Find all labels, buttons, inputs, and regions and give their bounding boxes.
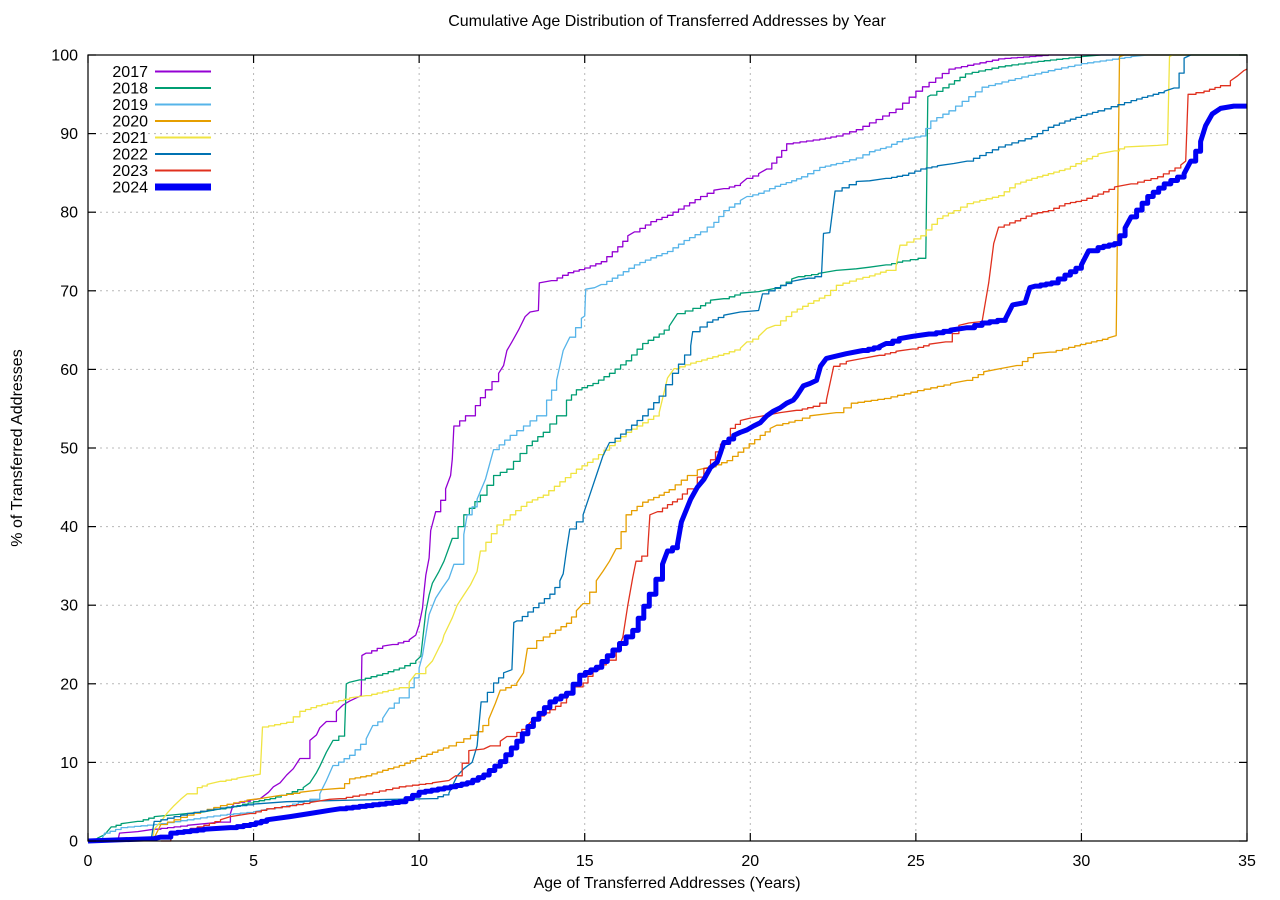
chart-title: Cumulative Age Distribution of Transferr… <box>448 13 886 30</box>
legend-label-2019: 2019 <box>112 97 148 114</box>
series-line-2019 <box>100 54 1247 842</box>
grid-layer <box>88 55 1247 841</box>
y-tick-label: 40 <box>60 519 78 536</box>
x-axis-label: Age of Transferred Addresses (Years) <box>533 875 800 892</box>
series-line-2023 <box>160 68 1248 842</box>
x-tick-label: 30 <box>1073 853 1091 870</box>
y-axis-label: % of Transferred Addresses <box>9 349 26 546</box>
series-line-2021 <box>151 54 1247 842</box>
y-tick-label: 70 <box>60 283 78 300</box>
x-tick-label: 0 <box>84 853 93 870</box>
y-tick-label: 60 <box>60 362 78 379</box>
x-tick-label: 20 <box>741 853 759 870</box>
y-tick-label: 100 <box>51 48 78 65</box>
series-line-2018 <box>94 54 1247 842</box>
legend-label-2017: 2017 <box>112 64 148 81</box>
series-line-2017 <box>117 54 1247 842</box>
legend-label-2018: 2018 <box>112 81 148 98</box>
legend-label-2020: 2020 <box>112 114 148 131</box>
legend-label-2023: 2023 <box>112 163 148 180</box>
y-tick-label: 30 <box>60 598 78 615</box>
legend-label-2021: 2021 <box>112 130 148 147</box>
y-tick-label: 10 <box>60 755 78 772</box>
y-tick-label: 0 <box>69 834 78 851</box>
series-line-2020 <box>152 54 1247 842</box>
x-tick-label: 35 <box>1238 853 1256 870</box>
x-tick-label: 10 <box>410 853 428 870</box>
series-line-2024 <box>87 103 1247 844</box>
y-tick-label: 80 <box>60 205 78 222</box>
y-tick-label: 20 <box>60 676 78 693</box>
x-tick-label: 25 <box>907 853 925 870</box>
y-tick-label: 90 <box>60 126 78 143</box>
x-tick-label: 5 <box>249 853 258 870</box>
series-line-2022 <box>150 54 1247 842</box>
legend-label-2022: 2022 <box>112 147 148 164</box>
x-tick-label: 15 <box>576 853 594 870</box>
tick-layer: 0 5 10 15 20 25 30 35 0 10 20 30 40 50 60 70 80 90 100 <box>51 48 1256 871</box>
legend-label-2024: 2024 <box>112 180 148 197</box>
series-layer <box>87 54 1248 844</box>
y-tick-label: 50 <box>60 441 78 458</box>
